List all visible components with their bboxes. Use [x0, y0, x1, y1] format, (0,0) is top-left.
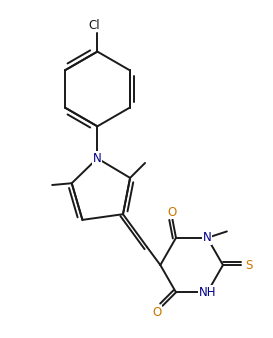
Text: N: N: [203, 231, 212, 244]
Text: NH: NH: [198, 286, 216, 299]
Text: O: O: [153, 306, 162, 319]
Text: Cl: Cl: [89, 19, 100, 32]
Text: N: N: [93, 152, 102, 165]
Text: S: S: [246, 259, 253, 271]
Text: O: O: [168, 206, 177, 219]
